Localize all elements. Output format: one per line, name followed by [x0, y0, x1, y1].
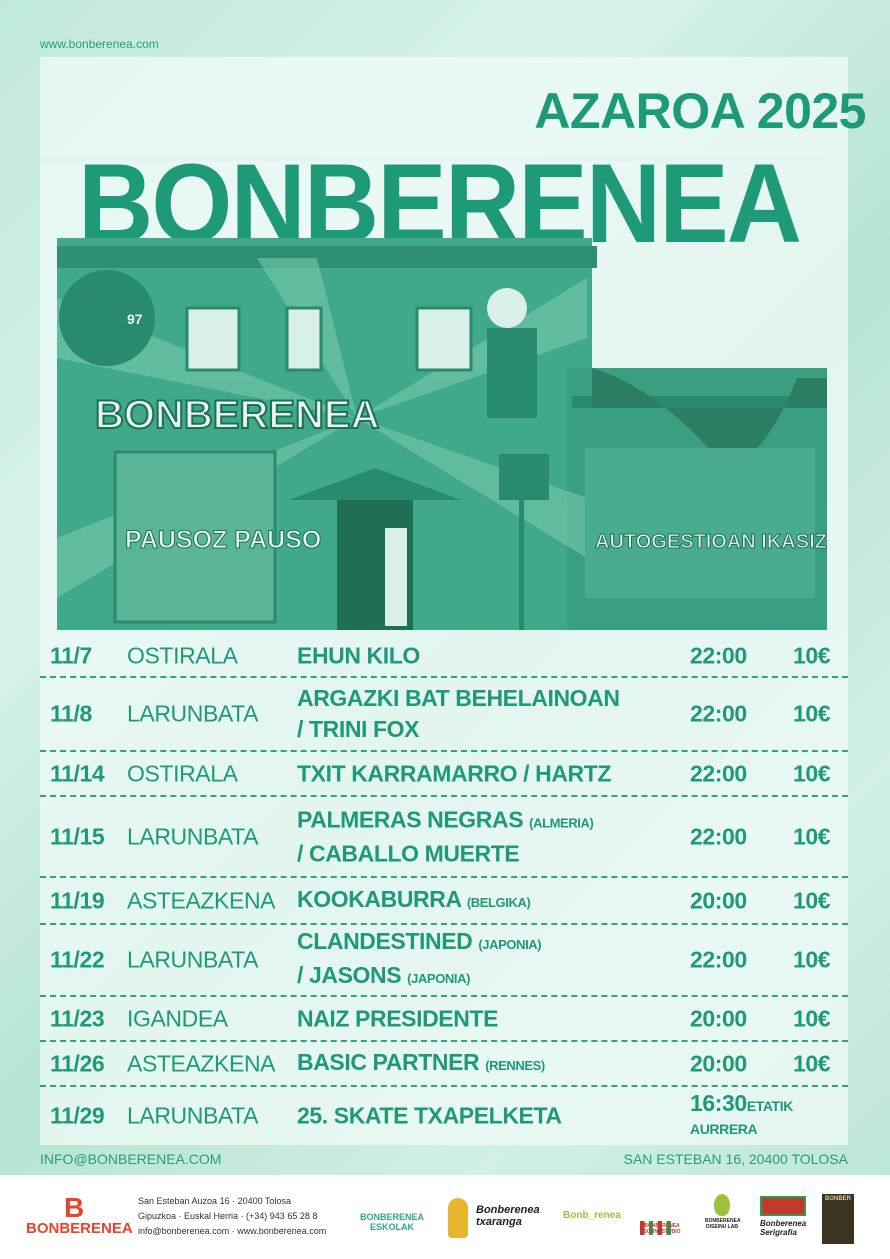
- event-time: 20:00: [690, 1005, 747, 1031]
- artist-line: / TRINI FOX: [297, 716, 420, 742]
- event-price: 10€: [793, 642, 831, 668]
- event-date: 11/15: [50, 823, 105, 849]
- event-date: 11/29: [50, 1102, 105, 1129]
- event-date: 11/14: [50, 760, 105, 786]
- artist-line: / JASONS (JAPONIA): [297, 962, 471, 988]
- event-date: 11/23: [50, 1005, 105, 1031]
- artist-line: KOOKABURRA (BELGIKA): [297, 885, 531, 912]
- building-photo: 97 BONBERENEA PAUSOZ PAUSO AUTOGESTIOAN …: [57, 238, 827, 630]
- artist-line: / CABALLO MUERTE: [297, 840, 520, 866]
- bonbrenea-logo: Bonb_renea: [563, 1210, 621, 1221]
- bonberenea-logo: B BONBERENEA: [26, 1192, 133, 1238]
- event-price: 10€: [793, 1050, 831, 1076]
- event-price: 10€: [793, 760, 831, 786]
- artist-line: BASIC PARTNER (RENNES): [297, 1048, 545, 1075]
- artist-origin: (JAPONIA): [407, 971, 471, 986]
- event-artists: ARGAZKI BAT BEHELAINOAN / TRINI FOX: [297, 683, 620, 745]
- event-time: 22:00: [690, 700, 747, 727]
- event-row: 11/29 LARUNBATA 25. SKATE TXAPELKETA 16:3…: [40, 1087, 848, 1145]
- events-table: 11/7 OSTIRALA EHUN KILO 22:00 10€ 11/8 LARU…: [40, 635, 848, 1145]
- event-day: OSTIRALA: [127, 760, 238, 786]
- event-row: 11/23 IGANDEA NAIZ PRESIDENTE 20:00 10€: [40, 997, 848, 1042]
- event-time: 20:00: [690, 1050, 747, 1076]
- event-date: 11/7: [50, 642, 92, 668]
- sponsor-strip: [0, 1175, 890, 1259]
- event-date: 11/8: [50, 700, 92, 727]
- event-artists: BASIC PARTNER (RENNES): [297, 1047, 545, 1081]
- event-time: 22:00: [690, 946, 747, 973]
- address-line: Gipuzkoa · Euskal Herria · (+34) 943 65 …: [138, 1211, 318, 1221]
- event-time: 22:00: [690, 760, 747, 786]
- event-row: 11/7 OSTIRALA EHUN KILO 22:00 10€: [40, 635, 848, 678]
- shutter-left-text: PAUSOZ PAUSO: [125, 526, 321, 554]
- artist-origin: (RENNES): [485, 1057, 545, 1073]
- month-title: AZAROA 2025: [534, 83, 866, 139]
- event-row: 11/8 LARUNBATA ARGAZKI BAT BEHELAINOAN / …: [40, 678, 848, 752]
- event-time: 22:00: [690, 823, 747, 849]
- event-time: 20:00: [690, 887, 747, 913]
- event-artists: NAIZ PRESIDENTE: [297, 1003, 498, 1034]
- event-date: 11/19: [50, 887, 105, 913]
- event-date: 11/26: [50, 1050, 105, 1076]
- address-line: San Esteban Auzoa 16 · 20400 Tolosa: [138, 1196, 291, 1206]
- website-url[interactable]: www.bonberenea.com: [40, 37, 159, 51]
- sponsor-address: San Esteban Auzoa 16 · 20400 Tolosa Gipu…: [138, 1194, 326, 1239]
- eskolak-logo: BONBERENEA ESKOLAK: [359, 1212, 424, 1232]
- event-artists: KOOKABURRA (BELGIKA): [297, 884, 531, 918]
- event-row: 11/22 LARUNBATA CLANDESTINED (JAPONIA) / …: [40, 925, 848, 997]
- event-price: 10€: [793, 1005, 831, 1031]
- soundstudio-logo: BONBERENEA SOUNDSTUDIO: [640, 1205, 684, 1235]
- event-day: LARUNBATA: [127, 1102, 259, 1129]
- event-price: 10€: [793, 700, 831, 727]
- event-time: 22:00: [690, 642, 747, 668]
- event-row: 11/15 LARUNBATA PALMERAS NEGRAS (ALMERIA…: [40, 797, 848, 878]
- event-artists: 25. SKATE TXAPELKETA: [297, 1101, 562, 1132]
- artist-line: EHUN KILO: [297, 642, 420, 668]
- event-date: 11/22: [50, 946, 105, 973]
- mural-number: 97: [127, 311, 143, 327]
- serigrafia-logo: Bonberenea Serigrafia: [760, 1196, 806, 1237]
- divider: [40, 157, 848, 161]
- event-row: 11/14 OSTIRALA TXIT KARRAMARRO / HARTZ 22…: [40, 752, 848, 797]
- mural-text: BONBERENEA: [95, 393, 379, 437]
- print-icon: [760, 1196, 806, 1216]
- shutter-right-text: AUTOGESTIOAN IKASIZ: [595, 531, 827, 553]
- event-artists: PALMERAS NEGRAS (ALMERIA) / CABALLO MUERT…: [297, 804, 594, 869]
- txaranga-mascot-icon: [448, 1198, 468, 1238]
- event-artists: EHUN KILO: [297, 640, 420, 671]
- pear-icon: [714, 1194, 730, 1216]
- artist-line: 25. SKATE TXAPELKETA: [297, 1102, 562, 1129]
- artist-line: ARGAZKI BAT BEHELAINOAN: [297, 685, 620, 711]
- diseinu-lab-logo: BONBERENEA DISEINU LAB: [705, 1194, 741, 1230]
- artist-line: PALMERAS NEGRAS (ALMERIA): [297, 806, 594, 832]
- artist-origin: (BELGIKA): [466, 894, 531, 910]
- event-day: ASTEAZKENA: [127, 887, 276, 913]
- event-day: ASTEAZKENA: [127, 1050, 276, 1076]
- footer-address: SAN ESTEBAN 16, 20400 TOLOSA: [623, 1151, 848, 1167]
- event-day: LARUNBATA: [127, 700, 259, 727]
- artist-origin: (JAPONIA): [478, 937, 542, 952]
- artist-line: TXIT KARRAMARRO / HARTZ: [297, 760, 612, 786]
- event-day: OSTIRALA: [127, 642, 238, 668]
- event-row: 11/19 ASTEAZKENA KOOKABURRA (BELGIKA) 20:…: [40, 878, 848, 925]
- artist-line: NAIZ PRESIDENTE: [297, 1005, 499, 1031]
- artist-origin: (ALMERIA): [529, 815, 594, 830]
- event-price: 10€: [793, 823, 831, 849]
- txaranga-logo: Bonberenea txaranga: [476, 1204, 540, 1228]
- artist-line: CLANDESTINED (JAPONIA): [297, 928, 542, 954]
- event-price: 10€: [793, 946, 831, 973]
- event-day: LARUNBATA: [127, 946, 259, 973]
- bonber-logo: BONBER: [822, 1194, 854, 1244]
- poster: www.bonberenea.com AZAROA 2025 BONBERENE…: [0, 0, 890, 1175]
- footer-email[interactable]: INFO@BONBERENEA.COM: [40, 1151, 222, 1167]
- event-day: IGANDEA: [127, 1005, 228, 1031]
- event-row: 11/26 ASTEAZKENA BASIC PARTNER (RENNES) 2…: [40, 1042, 848, 1087]
- address-line: info@bonberenea.com · www.bonberenea.com: [138, 1226, 327, 1236]
- event-artists: TXIT KARRAMARRO / HARTZ: [297, 758, 611, 789]
- event-time: 16:30ETATIK AURRERA: [690, 1090, 793, 1138]
- event-day: LARUNBATA: [127, 823, 259, 849]
- event-price: 10€: [793, 887, 831, 913]
- event-artists: CLANDESTINED (JAPONIA) / JASONS (JAPONIA): [297, 926, 542, 994]
